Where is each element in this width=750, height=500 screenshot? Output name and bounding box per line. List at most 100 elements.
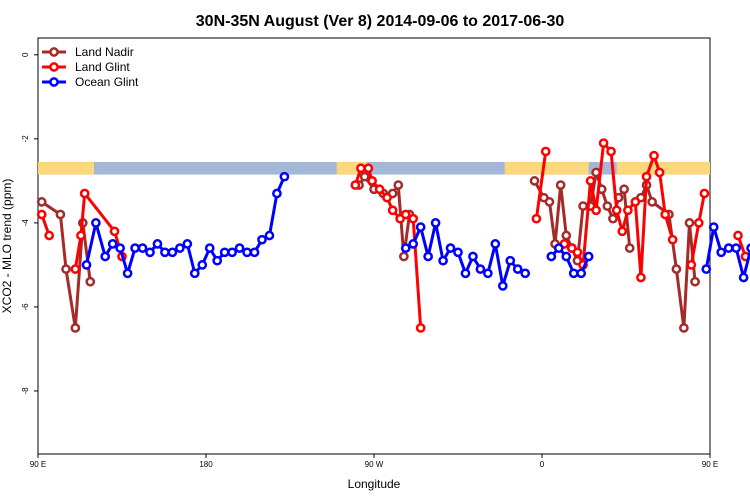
y-axis-title: XCO2 - MLO trend (ppm) [0, 179, 14, 314]
legend-label: Land Nadir [75, 45, 134, 59]
data-point [91, 218, 101, 228]
data-point [623, 205, 633, 216]
data-point [699, 188, 710, 199]
data-point [359, 171, 370, 182]
data-point [598, 138, 609, 148]
legend-label: Land Glint [75, 60, 130, 74]
data-point [686, 260, 697, 270]
data-point [197, 260, 208, 270]
data-point [647, 197, 657, 207]
data-point [606, 146, 616, 157]
data-point [578, 201, 588, 211]
data-point [415, 323, 426, 333]
data-point [701, 264, 712, 274]
data-point [708, 222, 719, 232]
series-line [534, 151, 548, 219]
data-point [387, 205, 398, 216]
land-band [38, 161, 710, 175]
data-point [100, 251, 111, 262]
data-point [684, 218, 695, 228]
data-point [382, 192, 392, 203]
data-point [182, 239, 193, 249]
data-point [561, 230, 572, 241]
data-point [572, 247, 583, 258]
data-point [122, 268, 133, 279]
data-point [152, 239, 163, 249]
data-point [520, 268, 531, 279]
data-point [264, 230, 275, 241]
y-tick-label: -4 [21, 219, 30, 227]
data-point [693, 218, 704, 228]
data-point [438, 255, 448, 266]
x-tick-label: 90 E [30, 460, 46, 469]
series-layer [36, 138, 750, 333]
data-point [227, 247, 237, 258]
data-point [733, 230, 743, 241]
data-point [167, 247, 178, 258]
data-point [81, 260, 92, 270]
legend-swatch-point [49, 47, 59, 57]
data-point [690, 276, 700, 287]
series-line [639, 183, 697, 330]
data-point [617, 226, 628, 237]
data-point [423, 251, 433, 262]
data-point [279, 171, 290, 182]
data-point [475, 264, 486, 274]
ocean-band [38, 161, 710, 175]
land-band-segment [38, 161, 94, 175]
legend-swatch-point [49, 62, 59, 72]
data-point [460, 268, 471, 279]
data-point [641, 171, 652, 182]
data-point [363, 163, 374, 174]
data-point [738, 272, 749, 283]
data-point [212, 255, 223, 266]
data-point [408, 239, 419, 249]
data-point [555, 180, 566, 190]
data-point [430, 218, 441, 228]
data-point [234, 243, 245, 253]
data-point [731, 243, 741, 253]
data-point [505, 255, 516, 266]
data-point [561, 251, 572, 262]
data-point [445, 243, 456, 253]
data-point [36, 209, 47, 220]
x-tick-label: 0 [540, 460, 545, 469]
data-point [667, 234, 678, 245]
data-point [636, 272, 646, 283]
data-point [529, 176, 540, 186]
data-point [512, 264, 523, 274]
data-point [585, 176, 596, 186]
data-point [257, 234, 267, 245]
data-point [490, 239, 501, 249]
data-point [44, 230, 55, 241]
series-ocean-glint [81, 171, 750, 291]
data-point [453, 247, 463, 258]
data-point [36, 197, 47, 207]
data-point [649, 150, 659, 161]
data-point [70, 264, 81, 274]
data-point [145, 247, 155, 258]
series-line [689, 193, 706, 266]
data-point [591, 205, 601, 216]
data-point [272, 188, 282, 199]
data-point [137, 243, 148, 253]
data-point [608, 213, 618, 224]
data-point [544, 197, 555, 207]
data-point [249, 247, 260, 258]
x-tick-label: 90 W [365, 460, 384, 469]
data-point [746, 243, 750, 253]
data-point [497, 281, 508, 291]
data-point [79, 188, 90, 199]
data-point [531, 213, 542, 224]
data-point [130, 243, 140, 253]
data-point [356, 163, 366, 174]
y-axis: 0 -2 -4 -6 -8 [21, 52, 38, 395]
data-point [723, 243, 734, 253]
data-point [189, 268, 200, 279]
data-point [204, 243, 215, 253]
data-point [400, 209, 411, 220]
series-line [85, 176, 286, 275]
data-point [553, 243, 564, 253]
data-point [399, 251, 409, 262]
